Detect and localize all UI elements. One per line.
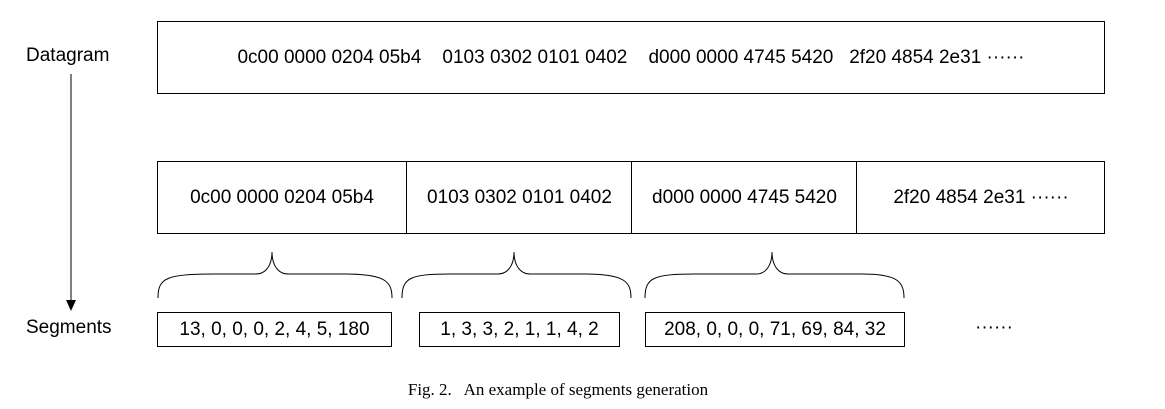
segment-box-1: 13, 0, 0, 0, 2, 4, 5, 180 — [157, 312, 392, 347]
split-cell-3: d000 0000 4745 5420 — [631, 162, 857, 233]
brace-2 — [401, 251, 632, 299]
split-cell-1: 0c00 0000 0204 05b4 — [190, 186, 374, 208]
segment-box-3: 208, 0, 0, 0, 71, 69, 84, 32 — [645, 312, 905, 347]
figure-caption: Fig. 2. An example of segments generatio… — [407, 380, 709, 399]
flow-arrow-head — [66, 300, 76, 311]
split-cell-2: 0103 0302 0101 0402 — [406, 162, 632, 233]
brace-1 — [157, 251, 393, 299]
brace-3 — [644, 251, 905, 299]
segments-label: Segments — [26, 317, 112, 338]
split-cell-4: 2f20 4854 2e31 ······ — [856, 162, 1105, 233]
split-row: 0c00 0000 0204 05b4 0103 0302 0101 0402 … — [157, 161, 1105, 234]
datagram-bytes: 0c00 0000 0204 05b4 0103 0302 0101 0402 … — [237, 46, 1025, 68]
segment-box-2: 1, 3, 3, 2, 1, 1, 4, 2 — [419, 312, 620, 347]
datagram-label: Datagram — [26, 45, 110, 66]
segments-ellipsis: ······ — [975, 317, 1013, 338]
datagram-box: 0c00 0000 0204 05b4 0103 0302 0101 0402 … — [157, 21, 1105, 94]
